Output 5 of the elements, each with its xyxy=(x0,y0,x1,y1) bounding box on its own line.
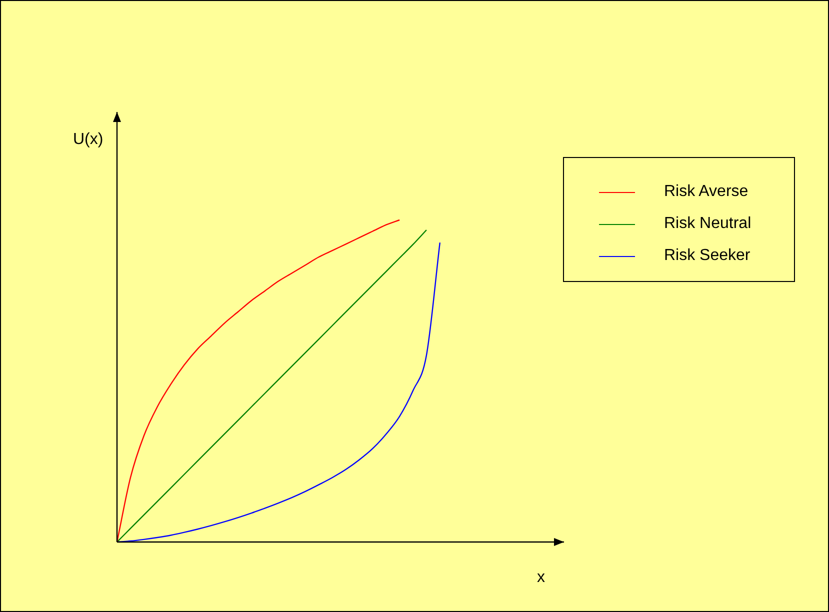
y-axis-title: U(x) xyxy=(73,131,104,149)
legend-label: Risk Averse xyxy=(664,183,748,201)
legend-label: Risk Neutral xyxy=(664,215,752,233)
legend-label: Risk Seeker xyxy=(664,247,750,265)
x-axis-title: x xyxy=(537,569,545,587)
